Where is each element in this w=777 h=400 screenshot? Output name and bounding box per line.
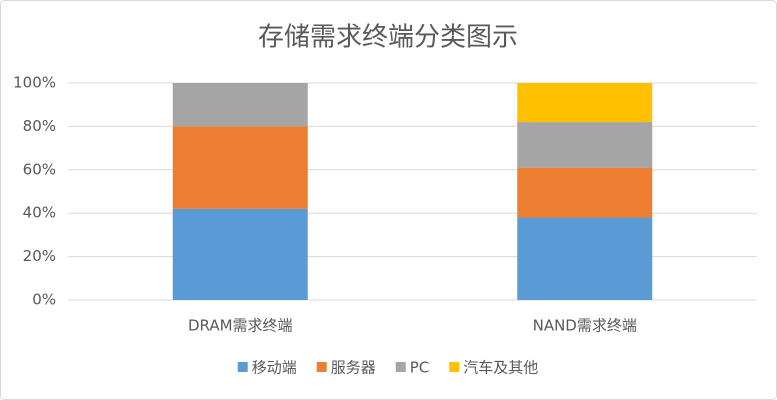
bar-segment [517,217,653,300]
bar-segment [517,83,653,123]
bar-segment [172,208,308,300]
legend-label: 服务器 [331,359,376,377]
legend-swatch [237,362,248,372]
legend-label: PC [410,359,430,377]
bar-segment [172,83,308,127]
x-tick-label: DRAM需求终端 [188,317,293,335]
y-tick-label: 100% [13,74,56,92]
bar-segment [517,167,653,218]
legend-label: 汽车及其他 [463,359,538,377]
y-tick-label: 40% [23,204,56,222]
x-tick-label: NAND需求终端 [533,317,637,335]
bar-segment [517,122,653,168]
legend-swatch [395,362,406,372]
y-tick-label: 20% [23,247,56,265]
y-tick-label: 60% [23,160,56,178]
bar-segment [172,126,308,209]
y-tick-label: 80% [23,117,56,135]
chart-title: 存储需求终端分类图示 [258,23,518,53]
legend-swatch [316,362,327,372]
legend-swatch [449,362,460,372]
y-tick-label: 0% [32,291,56,309]
legend-label: 移动端 [252,359,297,377]
